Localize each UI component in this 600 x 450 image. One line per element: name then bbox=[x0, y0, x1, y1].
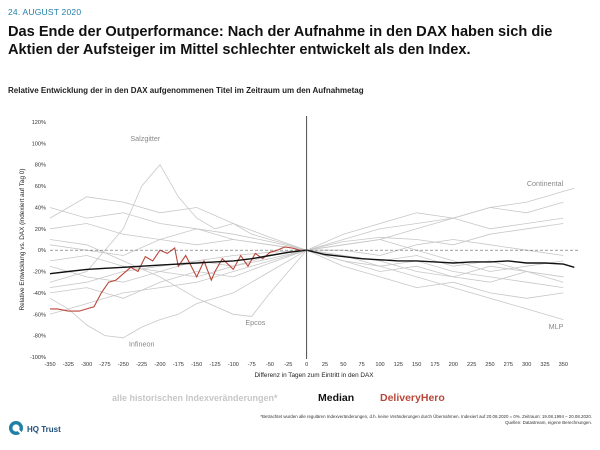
history-series-line bbox=[49, 187, 575, 272]
history-series-line bbox=[49, 239, 564, 317]
x-tick-label: 250 bbox=[485, 362, 494, 368]
series-annotation-label: MLP bbox=[549, 322, 564, 331]
x-tick-label: 150 bbox=[412, 362, 421, 368]
y-tick-label: -80% bbox=[33, 334, 46, 340]
y-tick-label: 20% bbox=[35, 227, 46, 233]
hq-trust-logo-icon bbox=[9, 421, 23, 435]
x-tick-label: -100 bbox=[228, 362, 239, 368]
history-series-line bbox=[49, 239, 564, 339]
x-tick-label: -25 bbox=[284, 362, 292, 368]
median-series-line bbox=[49, 249, 575, 275]
x-axis-ticks: -350 -325 -300 -275 -250 -225 -200 -175 -150 -125… bbox=[44, 362, 568, 368]
y-tick-label: -40% bbox=[33, 291, 46, 297]
brand-name: HQ Trust bbox=[27, 425, 61, 434]
x-tick-label: 275 bbox=[504, 362, 513, 368]
x-tick-label: -250 bbox=[118, 362, 129, 368]
x-tick-label: -175 bbox=[173, 362, 184, 368]
legend-median: Median bbox=[318, 392, 355, 404]
series-annotation-label: Epcos bbox=[245, 318, 265, 327]
publication-date: 24. AUGUST 2020 bbox=[8, 7, 82, 17]
x-tick-label: -350 bbox=[44, 362, 55, 368]
x-tick-label: -75 bbox=[248, 362, 256, 368]
page-headline: Das Ende der Outperformance: Nach der Au… bbox=[8, 24, 553, 58]
x-tick-label: -50 bbox=[266, 362, 274, 368]
x-tick-label: 300 bbox=[522, 362, 531, 368]
y-tick-label: 40% bbox=[35, 205, 46, 211]
series-annotation-label: Infineon bbox=[129, 339, 155, 348]
x-tick-label: 350 bbox=[559, 362, 568, 368]
x-tick-label: 25 bbox=[322, 362, 328, 368]
series-annotation-label: Salzgitter bbox=[130, 134, 161, 143]
highlight-series-group bbox=[49, 246, 575, 312]
x-tick-label: 50 bbox=[340, 362, 346, 368]
legend-deliveryhero: DeliveryHero bbox=[380, 392, 445, 404]
y-tick-label: -60% bbox=[33, 312, 46, 318]
footnote-sources: Quellen: Datastream, eigene Berechnungen… bbox=[505, 420, 592, 425]
legend-historical: alle historischen Indexveränderungen* bbox=[112, 393, 278, 403]
x-tick-label: 225 bbox=[467, 362, 476, 368]
y-tick-label: -20% bbox=[33, 270, 46, 276]
y-tick-label: 60% bbox=[35, 184, 46, 190]
y-tick-label: 0% bbox=[38, 248, 46, 254]
history-series-line bbox=[49, 164, 564, 288]
x-tick-label: -225 bbox=[136, 362, 147, 368]
x-tick-label: -325 bbox=[63, 362, 74, 368]
y-tick-label: 120% bbox=[32, 120, 46, 126]
x-tick-label: -300 bbox=[81, 362, 92, 368]
deliveryhero-series-line bbox=[50, 246, 307, 312]
x-tick-label: 175 bbox=[430, 362, 439, 368]
x-axis-label: Differenz in Tagen zum Eintritt in den D… bbox=[254, 372, 374, 379]
x-tick-label: 125 bbox=[394, 362, 403, 368]
page-footer: HQ Trust *Betrachtet wurden alle regulär… bbox=[0, 412, 600, 450]
chart-legend: alle historischen Indexveränderungen* Me… bbox=[0, 392, 600, 407]
x-tick-label: 100 bbox=[375, 362, 384, 368]
chart-subtitle: Relative Entwicklung der in den DAX aufg… bbox=[8, 86, 364, 95]
y-axis-ticks: -100% -80% -60% -40% -20% 0% 20% 40% 60% 80% 100% 1… bbox=[30, 120, 46, 361]
line-chart: -100% -80% -60% -40% -20% 0% 20% 40% 60% 80% 100% 1… bbox=[19, 116, 578, 379]
x-tick-label: 75 bbox=[359, 362, 365, 368]
x-tick-label: 325 bbox=[540, 362, 549, 368]
x-tick-label: -150 bbox=[191, 362, 202, 368]
footnote-methodology: *Betrachtet wurden alle regulären Indexv… bbox=[260, 414, 592, 419]
x-tick-label: 0 bbox=[305, 362, 308, 368]
series-annotations: Salzgitter Continental Epcos Infineon MLP bbox=[129, 134, 564, 348]
x-tick-label: -125 bbox=[209, 362, 220, 368]
y-tick-label: 80% bbox=[35, 163, 46, 169]
x-tick-label: 200 bbox=[449, 362, 458, 368]
y-tick-label: 100% bbox=[32, 141, 46, 147]
x-tick-label: -200 bbox=[154, 362, 165, 368]
y-axis-label: Relative Entwicklung vs. DAX (indexiert … bbox=[19, 169, 26, 311]
series-annotation-label: Continental bbox=[527, 179, 564, 188]
y-tick-label: -100% bbox=[30, 355, 46, 361]
x-tick-label: -275 bbox=[99, 362, 110, 368]
